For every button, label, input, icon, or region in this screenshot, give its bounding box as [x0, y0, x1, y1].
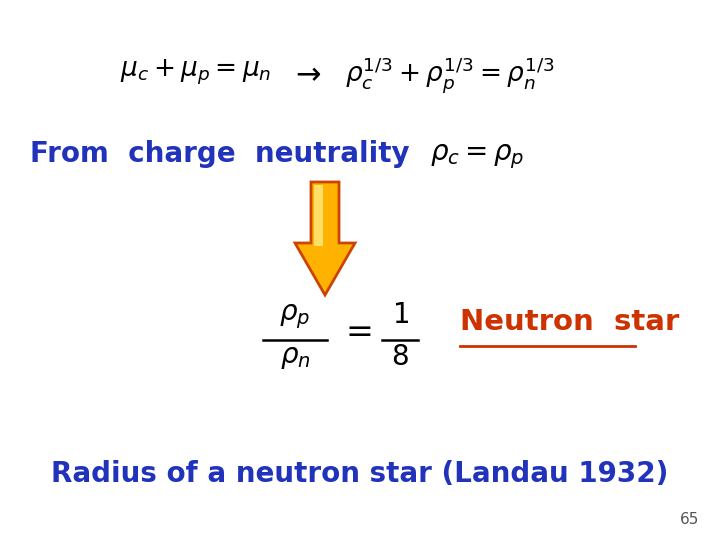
Polygon shape [295, 182, 355, 295]
Text: $\rightarrow$: $\rightarrow$ [290, 58, 322, 89]
Text: $=$: $=$ [338, 315, 372, 347]
Text: $\rho_p$: $\rho_p$ [279, 302, 310, 330]
Text: $\rho_c^{1/3} + \rho_p^{1/3} = \rho_n^{1/3}$: $\rho_c^{1/3} + \rho_p^{1/3} = \rho_n^{1… [345, 55, 555, 95]
Text: From  charge  neutrality: From charge neutrality [30, 140, 410, 168]
Text: Neutron  star: Neutron star [460, 308, 679, 336]
Text: Radius of a neutron star (Landau 1932): Radius of a neutron star (Landau 1932) [51, 460, 669, 488]
Text: $8$: $8$ [391, 344, 409, 371]
Text: $\rho_n$: $\rho_n$ [279, 344, 310, 371]
Text: $\mu_c + \mu_p = \mu_n$: $\mu_c + \mu_p = \mu_n$ [120, 58, 271, 87]
Text: 65: 65 [680, 512, 700, 527]
Text: $\rho_c = \rho_p$: $\rho_c = \rho_p$ [430, 142, 524, 171]
Polygon shape [314, 185, 323, 246]
Text: $1$: $1$ [392, 302, 408, 329]
